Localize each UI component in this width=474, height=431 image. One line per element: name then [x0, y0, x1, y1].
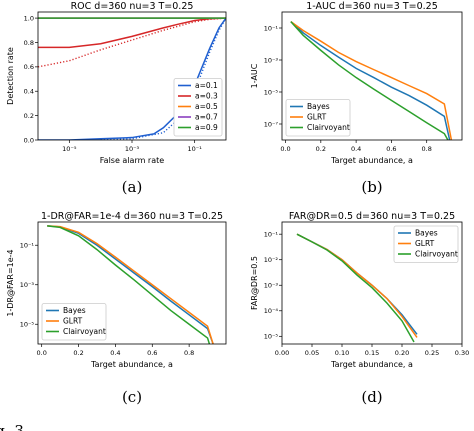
legend: a=0.1 a=0.3a=0.5 a=0.7a=0.9 [173, 78, 223, 137]
y-axis-label: FAR@DR=0.5 [250, 256, 259, 310]
x-tick-label: 0.10 [335, 349, 349, 357]
y-axis-label: Detection rate [6, 47, 15, 105]
series-line-a-0-3 [38, 17, 226, 49]
chart-panel-c: 1-DR@FAR=1e-4 d=360 nu=3 T=0.25 0.0 0.2 0.4… [6, 211, 227, 406]
y-tick-label: 0.4 [24, 88, 34, 96]
x-tick-label: 0.4 [351, 145, 361, 153]
plot-frame [37, 11, 227, 141]
y-tick-label: 10⁻⁵ [264, 333, 279, 341]
x-tick-label: 0.2 [316, 145, 326, 153]
y-tick-label: 10⁻¹ [264, 24, 279, 32]
y-tick-label: 1.0 [24, 14, 34, 22]
series-line-clairvoyant [290, 21, 449, 140]
series-line-clairvoyant [296, 233, 415, 343]
plot-frame [281, 221, 463, 345]
chart-panel-d: FAR@DR=0.5 d=360 nu=3 T=0.25 0.00 0.05 0.10… [250, 211, 469, 406]
y-tick-label: 10⁻¹ [20, 242, 35, 250]
y-axis-label: 1-DR@FAR=1e-4 [6, 249, 15, 316]
y-axis-label: 1-AUC [250, 63, 259, 88]
plot-area [296, 233, 418, 343]
y-tick-label: 0.6 [24, 63, 34, 71]
y-tick-label: 0.8 [24, 39, 34, 47]
x-tick-label: 0.25 [425, 349, 439, 357]
series-line-glrt [290, 21, 453, 140]
y-tick-label: 10⁻³ [20, 281, 35, 289]
legend-entry: a=0.5 [195, 102, 218, 111]
x-axis-label: Target abundance, a [330, 360, 413, 369]
legend-entry: Clairvoyant [415, 250, 458, 259]
x-tick-label: 0.6 [386, 145, 396, 153]
x-axis-label: Target abundance, a [90, 360, 173, 369]
x-tick-label: 10⁻⁵ [62, 145, 77, 153]
x-tick-label: 0.8 [422, 145, 432, 153]
panel-caption: (c) [122, 388, 142, 406]
panel-caption: (a) [122, 178, 143, 196]
chart-title: 1-DR@FAR=1e-4 d=360 nu=3 T=0.25 [41, 211, 223, 222]
legend-entry: a=0.3 [195, 92, 218, 101]
legend-entry: Bayes [307, 102, 330, 111]
chart-title: FAR@DR=0.5 d=360 nu=3 T=0.25 [289, 211, 455, 222]
y-tick-label: 10⁻⁵ [20, 321, 35, 329]
legend-entry: a=0.1 [195, 81, 218, 90]
chart-panel-b: 1-AUC d=360 nu=3 T=0.25 0.0 0.2 0.4 0.6 0.8 10… [250, 1, 463, 196]
plot-frame [37, 221, 227, 345]
plot-area [290, 21, 453, 140]
y-tick-label: 10⁻³ [264, 282, 279, 290]
x-tick-label: 0.2 [73, 349, 83, 357]
x-tick-label: 0.0 [280, 145, 290, 153]
x-tick-label: 0.05 [305, 349, 319, 357]
x-tick-label: 0.00 [275, 349, 289, 357]
x-tick-label: 0.4 [110, 349, 120, 357]
x-tick-label: 0.0 [37, 349, 47, 357]
series-line-clairvoyant [47, 225, 211, 344]
legend-entry: Bayes [415, 229, 438, 238]
panel-caption: (b) [361, 178, 382, 196]
y-tick-label: 10⁻¹ [264, 230, 279, 238]
series-line-a-0-1 [38, 17, 226, 140]
legend-entry: a=0.7 [195, 113, 218, 122]
legend-entry: GLRT [415, 239, 435, 248]
legend-entry: Bayes [63, 306, 86, 315]
x-tick-label: 0.6 [147, 349, 157, 357]
x-tick-label: 0.30 [455, 349, 469, 357]
x-tick-label: 0.20 [395, 349, 409, 357]
chart-title: ROC d=360 nu=3 T=0.25 [71, 1, 194, 12]
x-tick-label: 10⁻¹ [188, 145, 203, 153]
series-line-dotted [38, 17, 226, 68]
figure-label: Fig. 3 [0, 422, 24, 431]
plot-frame [281, 11, 463, 141]
legend-entry: GLRT [63, 317, 83, 326]
x-tick-label: 0.15 [365, 349, 379, 357]
chart-title: 1-AUC d=360 nu=3 T=0.25 [306, 1, 438, 12]
y-tick-label: 10⁻³ [264, 56, 279, 64]
y-tick-label: 10⁻⁴ [264, 307, 279, 315]
series-line-bayes [290, 21, 451, 140]
y-tick-label: 10⁻² [264, 256, 279, 264]
chart-panel-a: ROC d=360 nu=3 T=0.25 10⁻⁵ 10⁻³ 10⁻¹ 0.0 0.2 0… [6, 1, 227, 196]
y-tick-label: 0.2 [24, 112, 34, 120]
legend-entry: a=0.9 [195, 123, 218, 132]
x-axis-label: False alarm rate [100, 156, 164, 165]
panel-caption: (d) [361, 388, 382, 406]
legend-entry: Clairvoyant [63, 327, 106, 336]
series-line-glrt [47, 225, 214, 344]
x-tick-label: 10⁻³ [125, 145, 140, 153]
legend-entry: Clairvoyant [307, 123, 350, 132]
x-tick-label: 0.8 [184, 349, 194, 357]
y-tick-label: 10⁻⁵ [264, 88, 279, 96]
x-axis-label: Target abundance, a [330, 156, 413, 165]
legend-entry: GLRT [307, 113, 327, 122]
y-tick-label: 0.0 [24, 136, 34, 144]
plot-area [47, 225, 214, 344]
y-tick-label: 10⁻⁷ [264, 120, 279, 128]
